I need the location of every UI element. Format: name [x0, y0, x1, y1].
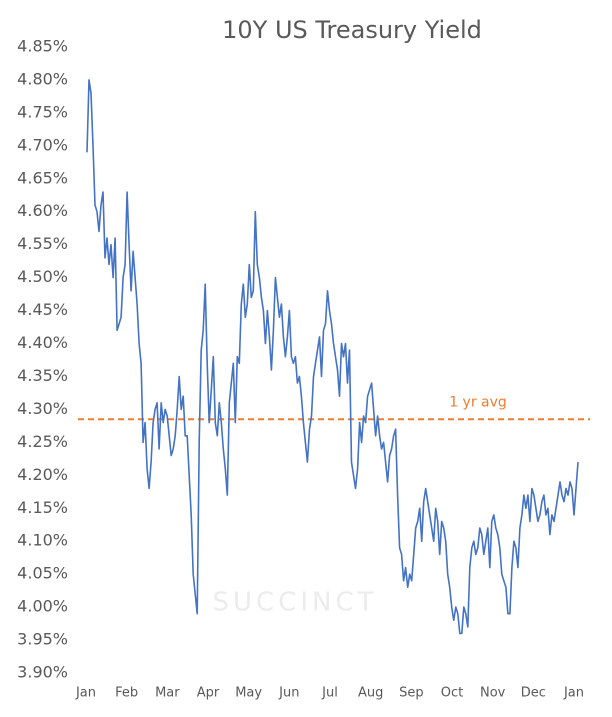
y-tick-label: 4.00%	[17, 597, 68, 616]
y-tick-label: 4.45%	[17, 300, 68, 319]
y-tick-label: 4.65%	[17, 168, 68, 187]
y-tick-label: 4.75%	[17, 102, 68, 121]
y-tick-label: 4.85%	[17, 37, 68, 56]
y-tick-label: 4.80%	[17, 69, 68, 88]
x-tick-label: May	[235, 686, 262, 701]
y-tick-label: 4.55%	[17, 234, 68, 253]
y-tick-label: 3.95%	[17, 630, 68, 649]
y-tick-label: 4.05%	[17, 564, 68, 583]
y-tick-label: 4.40%	[17, 333, 68, 352]
y-tick-label: 4.30%	[17, 399, 68, 418]
y-tick-label: 4.10%	[17, 531, 68, 550]
average-label: 1 yr avg	[449, 394, 507, 410]
x-tick-label: Jan	[563, 686, 584, 701]
line-series	[86, 79, 579, 635]
chart-title: 10Y US Treasury Yield	[222, 16, 482, 44]
x-tick-label: Apr	[197, 686, 220, 701]
y-tick-label: 3.90%	[17, 663, 68, 682]
y-tick-label: 4.20%	[17, 465, 68, 484]
x-tick-label: Mar	[155, 686, 180, 701]
x-tick-label: Dec	[521, 686, 546, 701]
x-tick-label: Jan	[75, 686, 96, 701]
y-tick-label: 4.60%	[17, 201, 68, 220]
x-tick-label: Jun	[278, 686, 299, 701]
x-tick-label: Jul	[321, 686, 338, 701]
x-tick-label: Nov	[480, 686, 506, 701]
x-tick-label: Oct	[441, 686, 463, 701]
x-tick-label: Sep	[399, 686, 424, 701]
y-tick-label: 4.50%	[17, 267, 68, 286]
x-tick-label: Feb	[115, 686, 138, 701]
watermark: SUCCINCT	[213, 588, 378, 618]
x-tick-label: Aug	[358, 686, 383, 701]
y-tick-label: 4.70%	[17, 135, 68, 154]
y-tick-label: 4.25%	[17, 432, 68, 451]
y-tick-label: 4.15%	[17, 498, 68, 517]
y-tick-label: 4.35%	[17, 366, 68, 385]
